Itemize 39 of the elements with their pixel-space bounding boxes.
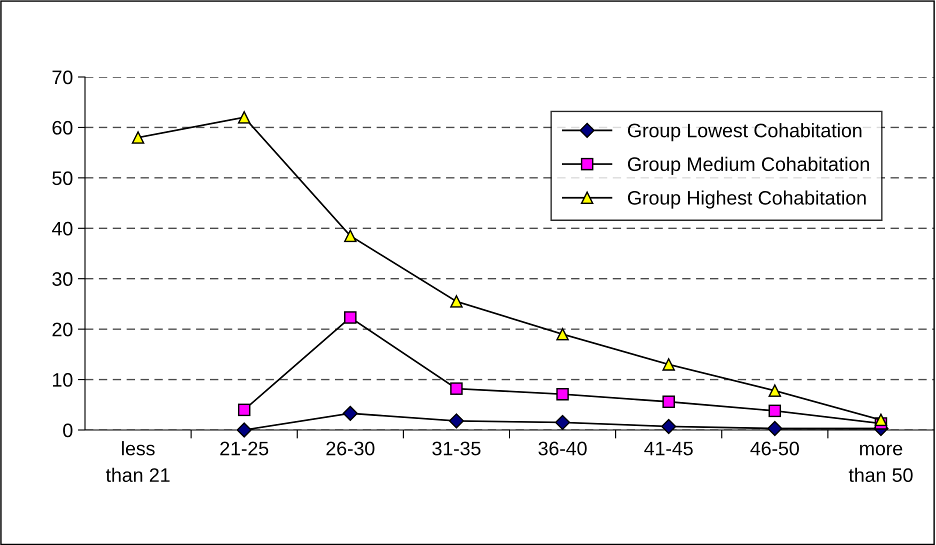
point <box>450 295 463 308</box>
y-tick-label: 40 <box>52 222 72 236</box>
point <box>767 420 782 436</box>
y-tick-label: 20 <box>52 322 72 336</box>
point <box>662 358 675 371</box>
point <box>236 422 252 438</box>
point <box>450 382 463 395</box>
legend-label: Group Highest Cohabitation <box>628 190 866 209</box>
x-tick-label: 41-45 <box>644 442 693 456</box>
point <box>342 406 358 421</box>
point <box>238 404 250 416</box>
x-tick-label: 26-30 <box>326 442 374 456</box>
point <box>768 404 782 418</box>
x-tick-label: 46-50 <box>750 442 799 456</box>
legend-label: Group Medium Cohabitation <box>628 156 869 175</box>
x-tick-label: 31-35 <box>432 442 480 456</box>
point <box>554 414 570 430</box>
y-tick-label: 50 <box>52 171 72 186</box>
point <box>556 388 569 400</box>
y-tick-label: 0 <box>63 423 72 438</box>
point <box>238 111 250 124</box>
x-tick-label: less than 21 <box>106 441 170 482</box>
point <box>448 413 464 428</box>
y-tick-label: 70 <box>52 70 72 84</box>
point <box>132 131 144 144</box>
y-tick-label: 10 <box>53 373 72 387</box>
point <box>344 230 357 242</box>
point <box>344 311 357 324</box>
x-tick-label: more than 50 <box>848 444 913 482</box>
y-tick-label: 30 <box>52 272 72 286</box>
point <box>662 396 675 408</box>
point <box>661 418 676 434</box>
point <box>874 414 888 426</box>
point <box>556 328 569 340</box>
point <box>768 384 782 397</box>
y-tick-label: 60 <box>52 120 72 135</box>
x-tick-label: 21-25 <box>220 442 268 456</box>
legend-label: Group Lowest Cohabitation <box>628 123 862 142</box>
x-tick-label: 36-40 <box>538 442 587 456</box>
